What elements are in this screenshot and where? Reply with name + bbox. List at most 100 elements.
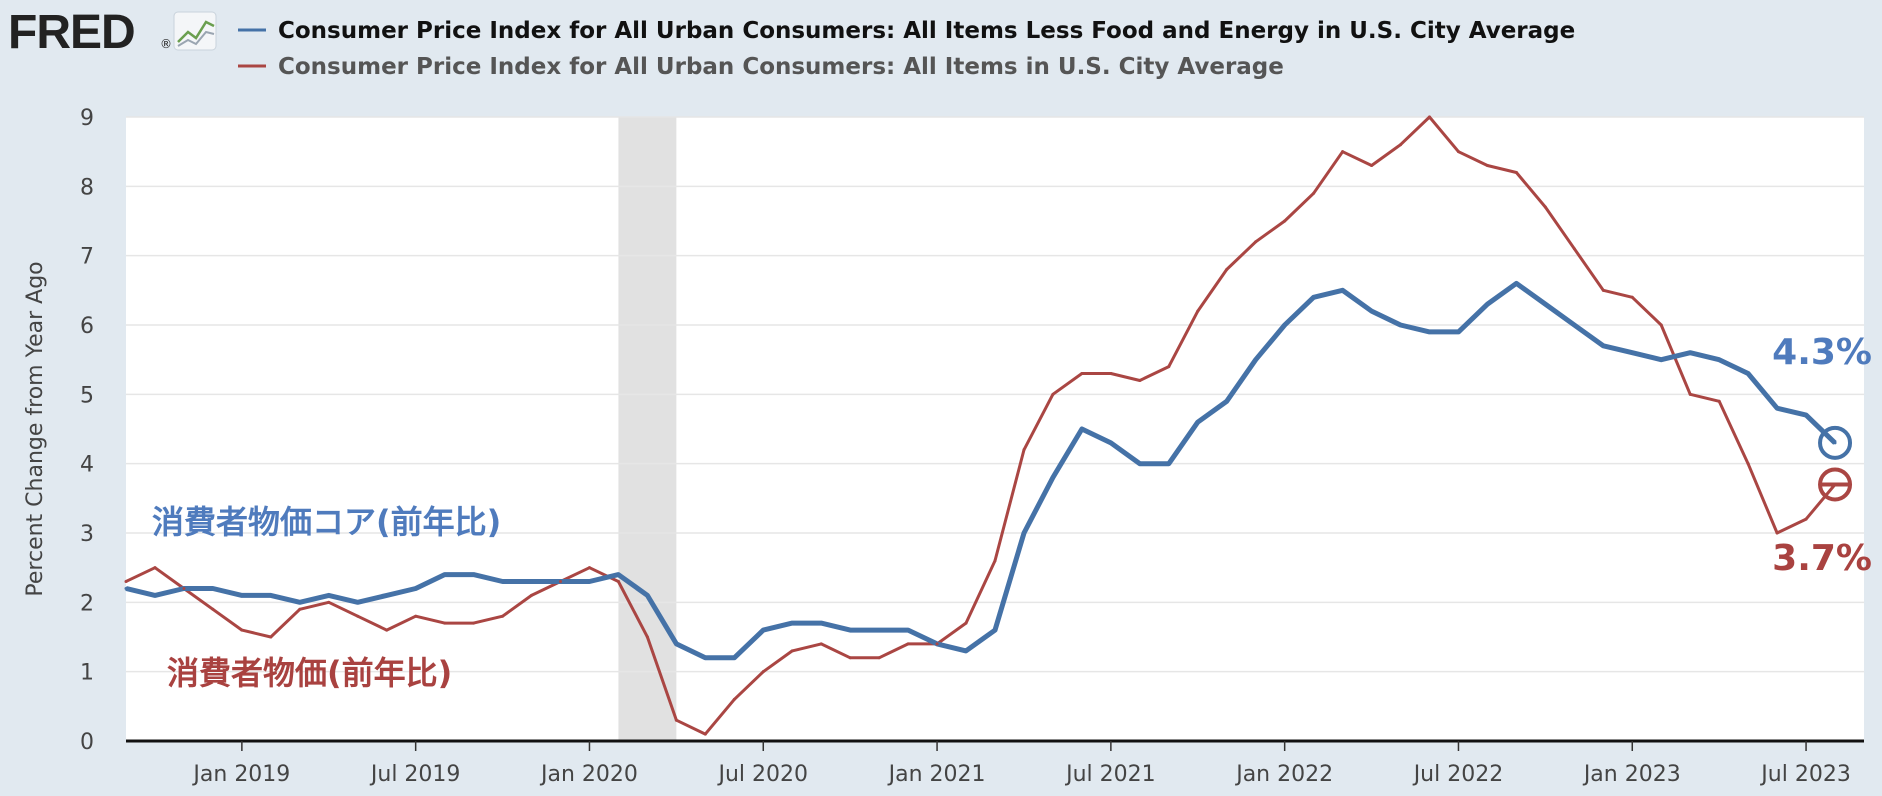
data-point-headline — [1630, 295, 1634, 299]
data-point-core — [645, 593, 649, 597]
y-tick-label: 7 — [80, 245, 94, 270]
data-point-core — [1833, 441, 1837, 445]
data-point-headline — [1775, 531, 1779, 535]
fred-logo-text: FRED — [8, 6, 135, 59]
data-point-core — [848, 628, 852, 632]
data-point-headline — [298, 607, 302, 611]
data-point-headline — [1225, 268, 1229, 272]
data-point-headline — [1341, 150, 1345, 154]
data-point-headline — [1456, 150, 1460, 154]
data-point-headline — [1543, 205, 1547, 209]
data-point-core — [1138, 462, 1142, 466]
x-tick-label: Jan 2020 — [539, 762, 638, 787]
data-point-headline — [935, 642, 939, 646]
data-point-core — [1543, 302, 1547, 306]
data-point-core — [1688, 351, 1692, 355]
x-tick-label: Jul 2022 — [1412, 762, 1504, 787]
y-tick-label: 9 — [80, 106, 94, 131]
data-point-core — [790, 621, 794, 625]
data-point-core — [1080, 427, 1084, 431]
core-end-marker — [1818, 425, 1853, 460]
legend-label-core: Consumer Price Index for All Urban Consu… — [278, 18, 1575, 44]
plot-area — [126, 117, 1864, 741]
data-point-core — [1051, 476, 1055, 480]
data-point-headline — [153, 566, 157, 570]
data-point-headline — [356, 614, 360, 618]
series-points — [124, 115, 1837, 736]
data-point-core — [1428, 330, 1431, 334]
y-tick-label: 0 — [80, 730, 94, 755]
y-tick-label: 5 — [80, 383, 94, 408]
legend: Consumer Price Index for All Urban Consu… — [238, 18, 1575, 80]
data-point-core — [1659, 358, 1663, 362]
fred-logo-registered: ® — [160, 37, 172, 51]
data-point-core — [1109, 441, 1113, 445]
data-point-core — [1514, 281, 1518, 285]
data-point-core — [327, 593, 331, 597]
data-point-headline — [240, 628, 244, 632]
data-point-core — [877, 628, 881, 632]
core-last-value-label: 4.3% — [1772, 332, 1872, 373]
x-tick-label: Jul 2023 — [1759, 762, 1851, 787]
x-tick-label: Jan 2021 — [887, 762, 986, 787]
data-point-core — [993, 628, 997, 632]
data-point-core — [240, 593, 244, 597]
recession-shading — [618, 117, 677, 741]
data-point-core — [1283, 323, 1287, 327]
data-point-core — [1804, 413, 1808, 417]
x-tick-label: Jul 2020 — [717, 762, 809, 787]
x-tick-label: Jan 2023 — [1582, 762, 1681, 787]
data-point-headline — [1428, 115, 1431, 119]
data-point-headline — [182, 586, 186, 590]
data-point-core — [1601, 344, 1605, 348]
data-point-headline — [819, 642, 823, 646]
x-tick-label: Jul 2021 — [1064, 762, 1156, 787]
data-point-core — [472, 573, 476, 577]
data-point-core — [1485, 302, 1489, 306]
data-point-headline — [1138, 378, 1142, 382]
data-point-headline — [559, 580, 562, 584]
data-point-headline — [269, 635, 273, 639]
data-point-headline — [1399, 143, 1403, 147]
data-point-headline — [443, 621, 447, 625]
x-tick-label: Jul 2019 — [369, 762, 461, 787]
legend-label-headline: Consumer Price Index for All Urban Consu… — [278, 54, 1284, 80]
data-point-headline — [1080, 372, 1084, 376]
headline-last-value-label: 3.7% — [1772, 538, 1872, 579]
data-point-core — [124, 586, 128, 590]
data-point-headline — [587, 566, 591, 570]
data-point-headline — [1688, 392, 1692, 396]
data-point-core — [530, 580, 534, 584]
y-tick-label: 1 — [80, 661, 94, 686]
data-point-headline — [501, 614, 505, 618]
data-point-headline — [1312, 191, 1316, 195]
series-line-headline — [125, 115, 1837, 736]
data-point-core — [703, 656, 707, 660]
y-tick-label: 4 — [80, 453, 94, 478]
data-point-headline — [1659, 323, 1663, 327]
data-point-core — [732, 656, 736, 660]
data-point-core — [385, 593, 389, 597]
data-point-core — [298, 600, 302, 604]
data-point-core — [1746, 372, 1750, 376]
y-tick-label: 2 — [80, 591, 94, 616]
data-point-headline — [732, 697, 736, 701]
data-point-headline — [1485, 164, 1489, 168]
data-point-headline — [472, 621, 476, 625]
data-point-headline — [703, 732, 707, 736]
fred-logo[interactable]: FRED ® — [8, 6, 217, 59]
data-point-headline — [211, 607, 215, 611]
data-point-headline — [1804, 517, 1808, 521]
data-point-headline — [1109, 372, 1113, 376]
data-point-headline — [1051, 392, 1055, 396]
data-point-headline — [645, 635, 649, 639]
x-tick-label: Jan 2022 — [1234, 762, 1333, 787]
data-point-headline — [790, 649, 794, 653]
data-point-core — [211, 586, 215, 590]
data-point-core — [153, 593, 157, 597]
data-point-core — [964, 649, 968, 653]
data-point-headline — [327, 600, 331, 604]
data-point-core — [761, 628, 765, 632]
data-point-core — [906, 628, 910, 632]
data-point-core — [414, 586, 418, 590]
